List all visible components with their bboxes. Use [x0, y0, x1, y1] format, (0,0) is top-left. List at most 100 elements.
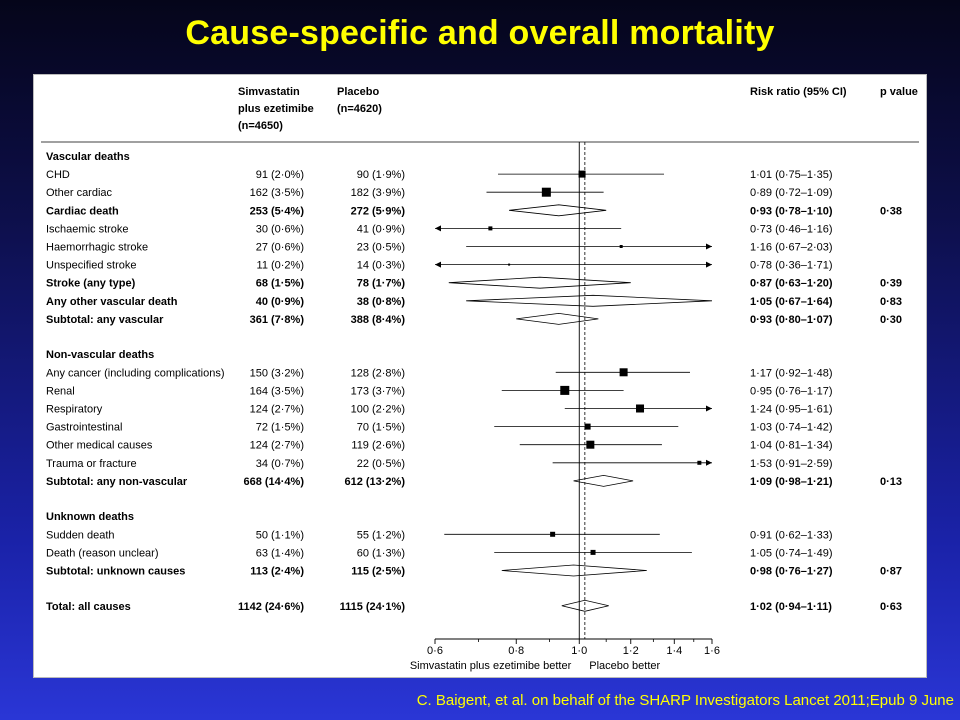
x-tick-label: 1·4 — [666, 645, 682, 657]
simvastatin-count: 124 (2·7%) — [250, 403, 304, 415]
placebo-count: 55 (1·2%) — [357, 529, 405, 541]
placebo-count: 173 (3·7%) — [351, 385, 405, 397]
risk-ratio-text: 0·93 (0·80–1·07) — [750, 314, 833, 326]
subtotal-diamond — [516, 312, 599, 325]
placebo-count: 38 (0·8%) — [357, 296, 406, 308]
row-label: Unspecified stroke — [46, 260, 137, 272]
simvastatin-count: 40 (0·9%) — [256, 296, 305, 308]
placebo-count: 182 (3·9%) — [351, 187, 405, 199]
x-label-right: Placebo better — [589, 660, 660, 672]
placebo-count: 388 (8·4%) — [351, 314, 406, 326]
risk-ratio-text: 1·05 (0·74–1·49) — [750, 547, 833, 559]
simvastatin-count: 162 (3·5%) — [250, 187, 304, 199]
risk-ratio-text: 0·91 (0·62–1·33) — [750, 529, 833, 541]
header-simvastatin: plus ezetimibe — [238, 103, 314, 115]
risk-ratio-text: 0·93 (0·78–1·10) — [750, 205, 833, 217]
x-label-left: Simvastatin plus ezetimibe better — [410, 660, 572, 672]
placebo-count: 612 (13·2%) — [344, 476, 405, 488]
row-label: Trauma or fracture — [46, 458, 137, 470]
placebo-count: 119 (2·6%) — [351, 440, 405, 452]
row-label: Respiratory — [46, 403, 103, 415]
placebo-count: 70 (1·5%) — [357, 422, 405, 434]
simvastatin-count: 124 (2·7%) — [250, 440, 304, 452]
placebo-count: 1115 (24·1%) — [340, 601, 406, 613]
subtotal-diamond — [561, 599, 609, 612]
simvastatin-count: 668 (14·4%) — [243, 476, 304, 488]
row-label: Sudden death — [46, 529, 115, 541]
panel-border — [33, 74, 927, 678]
row-label: Other medical causes — [46, 440, 153, 452]
risk-ratio-text: 1·03 (0·74–1·42) — [750, 422, 833, 434]
risk-ratio-text: 1·53 (0·91–2·59) — [750, 458, 833, 470]
simvastatin-count: 50 (1·1%) — [256, 529, 304, 541]
x-tick-label: 0·8 — [508, 645, 524, 657]
section-label: Unknown deaths — [46, 511, 134, 523]
x-tick-label: 1·0 — [571, 645, 587, 657]
point-estimate — [488, 226, 493, 231]
simvastatin-count: 11 (0·2%) — [257, 260, 304, 272]
subtotal-diamond — [501, 564, 647, 577]
row-label: Total: all causes — [46, 601, 131, 613]
placebo-count: 128 (2·8%) — [351, 367, 405, 379]
row-label: Subtotal: any non-vascular — [46, 476, 188, 488]
section-label: Vascular deaths — [46, 151, 130, 163]
ci-arrow-right — [706, 261, 712, 268]
row-label: CHD — [46, 169, 70, 181]
x-tick-label: 1·6 — [704, 645, 720, 657]
row-label: Any cancer (including complications) — [46, 367, 225, 379]
risk-ratio-text: 0·73 (0·46–1·16) — [750, 223, 833, 235]
risk-ratio-text: 1·02 (0·94–1·11) — [750, 601, 832, 613]
row-label: Stroke (any type) — [46, 278, 136, 290]
risk-ratio-text: 0·87 (0·63–1·20) — [750, 278, 833, 290]
placebo-count: 90 (1·9%) — [357, 169, 405, 181]
subtotal-diamond — [466, 294, 713, 307]
point-estimate — [619, 245, 623, 248]
risk-ratio-text: 1·17 (0·92–1·48) — [750, 367, 833, 379]
citation: C. Baigent, et al. on behalf of the SHAR… — [416, 692, 954, 709]
placebo-count: 60 (1·3%) — [357, 547, 405, 559]
simvastatin-count: 113 (2·4%) — [250, 565, 304, 577]
point-estimate — [586, 440, 595, 449]
placebo-count: 22 (0·5%) — [357, 458, 405, 470]
section-label: Non-vascular deaths — [46, 349, 154, 361]
row-label: Haemorrhagic stroke — [46, 242, 148, 254]
row-label: Ischaemic stroke — [46, 223, 129, 235]
point-estimate — [541, 187, 551, 197]
risk-ratio-text: 1·05 (0·67–1·64) — [750, 296, 833, 308]
p-value: 0·83 — [880, 296, 902, 308]
simvastatin-count: 91 (2·0%) — [256, 169, 304, 181]
x-tick-label: 1·2 — [623, 645, 639, 657]
placebo-count: 14 (0·3%) — [357, 260, 405, 272]
row-label: Subtotal: unknown causes — [46, 565, 185, 577]
row-label: Cardiac death — [46, 205, 119, 217]
row-label: Renal — [46, 385, 75, 397]
ci-arrow-right — [706, 459, 712, 466]
forest-plot-panel: Simvastatin plus ezetimibe (n=4650) Placebo… — [33, 74, 927, 678]
p-value: 0·87 — [880, 565, 902, 577]
subtotal-diamond — [509, 204, 607, 217]
p-value: 0·30 — [880, 314, 902, 326]
point-estimate — [508, 263, 511, 266]
header-placebo: (n=4620) — [337, 103, 382, 115]
simvastatin-count: 1142 (24·6%) — [238, 601, 304, 613]
header-simvastatin: Simvastatin — [238, 86, 300, 98]
risk-ratio-text: 0·98 (0·76–1·27) — [750, 565, 833, 577]
simvastatin-count: 361 (7·8%) — [250, 314, 305, 326]
point-estimate — [590, 549, 596, 555]
risk-ratio-text: 1·09 (0·98–1·21) — [750, 476, 833, 488]
forest-plot: Simvastatin plus ezetimibe (n=4650) Placebo… — [33, 74, 927, 678]
point-estimate — [697, 460, 702, 465]
point-estimate — [560, 385, 570, 395]
simvastatin-count: 72 (1·5%) — [256, 422, 304, 434]
point-estimate — [550, 531, 556, 537]
p-value: 0·13 — [880, 476, 902, 488]
subtotal-diamond — [448, 276, 631, 289]
row-label: Subtotal: any vascular — [46, 314, 164, 326]
ci-arrow-left — [435, 225, 441, 232]
x-tick-label: 0·6 — [427, 645, 443, 657]
placebo-count: 78 (1·7%) — [357, 278, 406, 290]
p-value: 0·63 — [880, 601, 902, 613]
slide-title: Cause-specific and overall mortality — [185, 14, 775, 52]
row-label: Other cardiac — [46, 187, 113, 199]
placebo-count: 23 (0·5%) — [357, 242, 405, 254]
